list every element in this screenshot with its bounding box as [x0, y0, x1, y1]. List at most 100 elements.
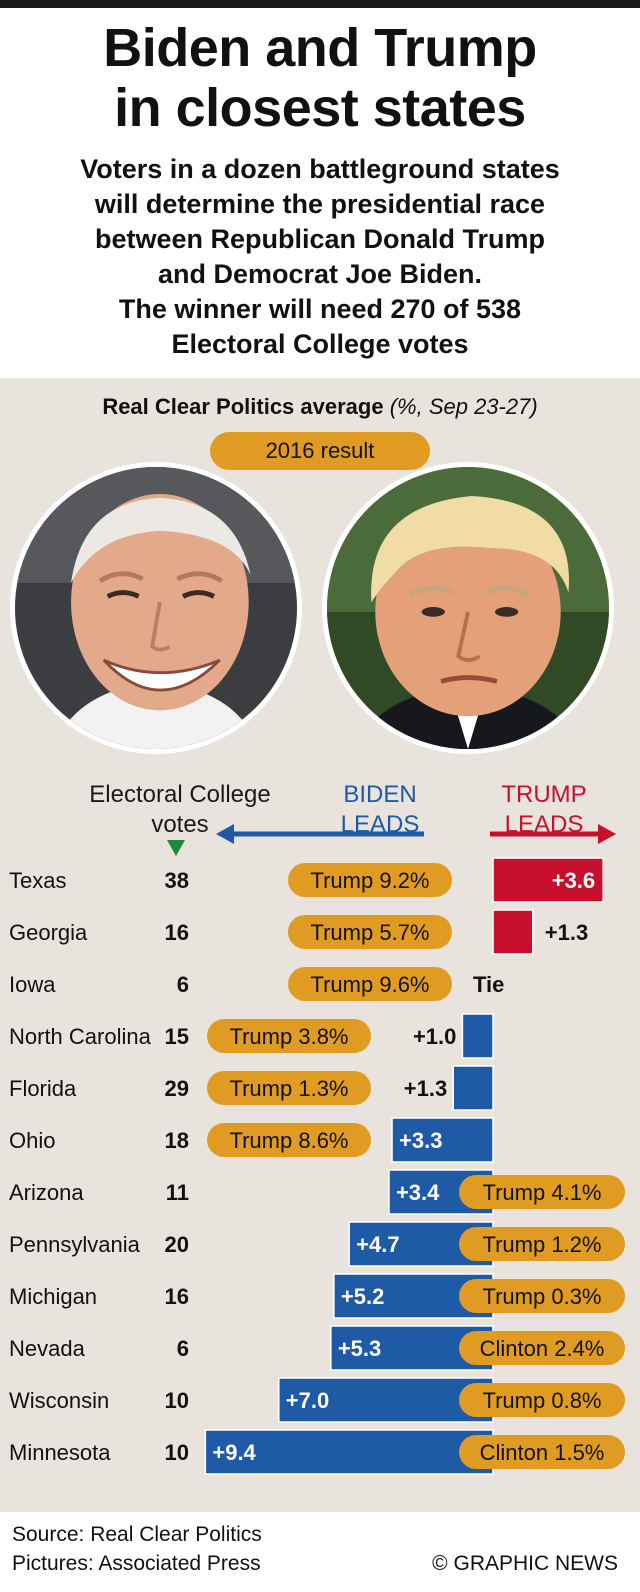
state-label: Pennsylvania: [9, 1232, 141, 1257]
trump-leads-line: TRUMP: [501, 781, 587, 808]
result-2016-pill: 2016 result: [210, 432, 430, 470]
subtitle-line: The winner will need 270 of 538: [118, 294, 522, 324]
source-text: Source: Real Clear Politics: [12, 1523, 262, 1546]
page-title: Biden and Trump in closest states: [0, 18, 640, 138]
trump-portrait-image: [327, 467, 609, 749]
average-caption: Real Clear Politics average (%, Sep 23-2…: [0, 394, 640, 420]
trump-portrait: [322, 462, 614, 754]
lead-value-label: +1.3: [404, 1076, 447, 1101]
average-detail: (%, Sep 23-27): [389, 394, 538, 419]
lead-value-label: +5.2: [341, 1284, 384, 1309]
lead-value-label: +5.3: [338, 1336, 381, 1361]
biden-lead-bar: [452, 1065, 494, 1111]
state-label: Texas: [9, 868, 66, 893]
biden-lead-bar: [391, 1117, 494, 1163]
state-label: Arizona: [9, 1180, 84, 1205]
ec-votes-header-line: votes: [151, 811, 209, 838]
result-2016-pill-bg: [459, 1435, 625, 1469]
result-2016-pill-bg: [459, 1383, 625, 1417]
subtitle-line: Voters in a dozen battleground states: [80, 154, 560, 184]
subtitle-line: and Democrat Joe Biden.: [157, 259, 483, 289]
biden-lead-bar: [278, 1377, 494, 1423]
state-label: Nevada: [9, 1336, 86, 1361]
result-2016-label: Trump 0.8%: [482, 1388, 601, 1413]
result-2016-pill-bg: [207, 1071, 371, 1105]
result-2016-label: Trump 1.3%: [229, 1076, 348, 1101]
trump-lead-bar: [492, 909, 534, 955]
electoral-votes-label: 20: [165, 1232, 189, 1257]
result-2016-pill-bg: [459, 1279, 625, 1313]
result-2016-label: Clinton 1.5%: [480, 1440, 605, 1465]
result-2016-pill-bg: [288, 967, 452, 1001]
ec-votes-header-line: Electoral College: [89, 781, 271, 808]
subtitle-line: between Republican Donald Trump: [94, 224, 546, 254]
biden-arrow-icon: [216, 824, 234, 844]
lead-value-label: +1.0: [413, 1024, 456, 1049]
state-label: Iowa: [9, 972, 56, 997]
top-rule: [0, 0, 640, 8]
biden-portrait-image: [15, 467, 297, 749]
state-label: Georgia: [9, 920, 88, 945]
subtitle-line: Electoral College votes: [171, 329, 469, 359]
electoral-votes-label: 6: [177, 972, 189, 997]
lead-value-label: +1.3: [545, 920, 588, 945]
title-line-2: in closest states: [114, 78, 526, 138]
result-2016-label: Trump 3.8%: [229, 1024, 348, 1049]
biden-leads-line: BIDEN: [343, 781, 417, 808]
lead-value-label: +3.4: [396, 1180, 440, 1205]
result-2016-label: Trump 9.6%: [310, 972, 429, 997]
electoral-votes-label: 15: [165, 1024, 189, 1049]
state-label: North Carolina: [9, 1024, 152, 1049]
pictures-text: Pictures: Associated Press: [12, 1552, 261, 1575]
state-label: Florida: [9, 1076, 77, 1101]
electoral-votes-label: 6: [177, 1336, 189, 1361]
trump-leads-header: TRUMP LEADS: [484, 780, 604, 840]
electoral-votes-label: 38: [165, 868, 189, 893]
state-label: Michigan: [9, 1284, 97, 1309]
trump-lead-bar: [492, 857, 604, 903]
result-2016-pill-bg: [207, 1123, 371, 1157]
lead-value-label: Tie: [473, 972, 504, 997]
electoral-votes-label: 10: [165, 1388, 189, 1413]
electoral-votes-label: 16: [165, 920, 189, 945]
state-label: Minnesota: [9, 1440, 111, 1465]
result-2016-label: Trump 8.6%: [229, 1128, 348, 1153]
trump-arrow-icon: [598, 824, 616, 844]
electoral-votes-label: 29: [165, 1076, 189, 1101]
electoral-votes-label: 11: [166, 1180, 189, 1205]
average-label: Real Clear Politics average: [102, 394, 384, 419]
electoral-votes-label: 16: [165, 1284, 189, 1309]
electoral-votes-label: 10: [165, 1440, 189, 1465]
result-2016-pill-bg: [288, 915, 452, 949]
ec-votes-header: Electoral College votes: [60, 780, 300, 840]
result-2016-label: Trump 0.3%: [482, 1284, 601, 1309]
lead-value-label: +9.4: [212, 1440, 256, 1465]
result-2016-label: Trump 5.7%: [310, 920, 429, 945]
result-2016-pill-bg: [459, 1331, 625, 1365]
footer-source: Source: Real Clear Politics Pictures: As…: [12, 1520, 262, 1578]
lead-value-label: +7.0: [286, 1388, 329, 1413]
sort-down-icon: [167, 840, 185, 856]
result-2016-label: Trump 1.2%: [482, 1232, 601, 1257]
result-2016-label: Clinton 2.4%: [480, 1336, 605, 1361]
footer-credit: © GRAPHIC NEWS: [432, 1552, 618, 1575]
title-line-1: Biden and Trump: [103, 18, 537, 78]
lead-value-label: +3.6: [552, 868, 595, 893]
state-label: Wisconsin: [9, 1388, 109, 1413]
electoral-votes-label: 18: [165, 1128, 189, 1153]
result-2016-pill-bg: [459, 1175, 625, 1209]
lead-value-label: +3.3: [399, 1128, 442, 1153]
result-2016-pill-bg: [288, 863, 452, 897]
result-2016-label: Trump 4.1%: [482, 1180, 601, 1205]
biden-lead-bar: [204, 1429, 494, 1475]
biden-lead-bar: [461, 1013, 494, 1059]
subtitle: Voters in a dozen battleground states wi…: [20, 152, 620, 362]
state-label: Ohio: [9, 1128, 55, 1153]
biden-portrait: [10, 462, 302, 754]
battleground-chart: Texas 38 +3.6 Trump 9.2% Georgia 16 +1.3 Trump …: [9, 824, 625, 1475]
result-2016-label: Trump 9.2%: [310, 868, 429, 893]
result-2016-pill-bg: [459, 1227, 625, 1261]
subtitle-line: will determine the presidential race: [94, 189, 546, 219]
lead-value-label: +4.7: [356, 1232, 399, 1257]
result-2016-pill-bg: [207, 1019, 371, 1053]
